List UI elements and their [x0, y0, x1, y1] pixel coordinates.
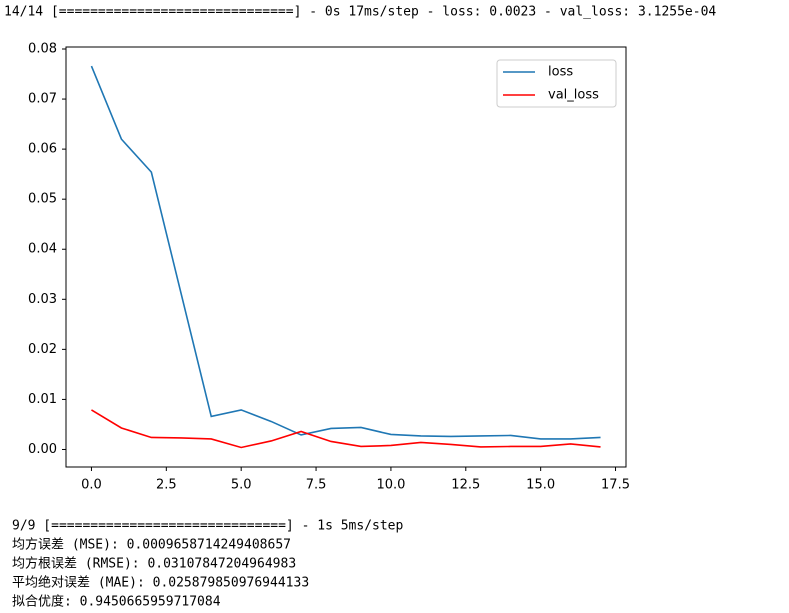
y-tick-label: 0.05 [28, 192, 57, 207]
y-tick-label: 0.01 [28, 392, 57, 407]
data-line [91, 409, 601, 449]
metric: 均方误差 (MSE): 0.0009658714249408657 [12, 537, 291, 553]
x-tick-label: 10.0 [376, 478, 405, 493]
y-tick-label: 0.06 [28, 142, 57, 157]
y-tick-label: 0.00 [28, 442, 57, 457]
metric: 拟合优度: 0.9450665959717084 [12, 594, 221, 610]
y-tick-label: 0.02 [28, 342, 57, 357]
plot-frame [65, 46, 627, 468]
y-tick-label: 0.03 [28, 292, 57, 307]
x-tick-label: 15.0 [526, 478, 555, 493]
x-tick-label: 2.5 [156, 478, 177, 493]
x-tick-label: 17.5 [601, 478, 630, 493]
y-tick-label: 0.08 [28, 42, 57, 57]
y-tick-label: 0.04 [28, 242, 57, 257]
x-tick-label: 12.5 [451, 478, 480, 493]
data-line [90, 65, 601, 440]
eval-log: 9/9 [==============================] - 1… [12, 519, 404, 534]
train-log: 14/14 [==============================] -… [4, 5, 716, 20]
metric: 平均绝对误差 (MAE): 0.025879850976944133 [12, 575, 309, 591]
legend-label: loss [548, 65, 573, 80]
y-tick-label: 0.07 [28, 92, 57, 107]
legend-label: val_loss [548, 88, 599, 103]
x-tick-label: 5.0 [231, 478, 252, 493]
metric: 均方根误差 (RMSE): 0.03107847204964983 [12, 556, 296, 572]
x-tick-label: 0.0 [81, 478, 102, 493]
x-tick-label: 7.5 [306, 478, 327, 493]
